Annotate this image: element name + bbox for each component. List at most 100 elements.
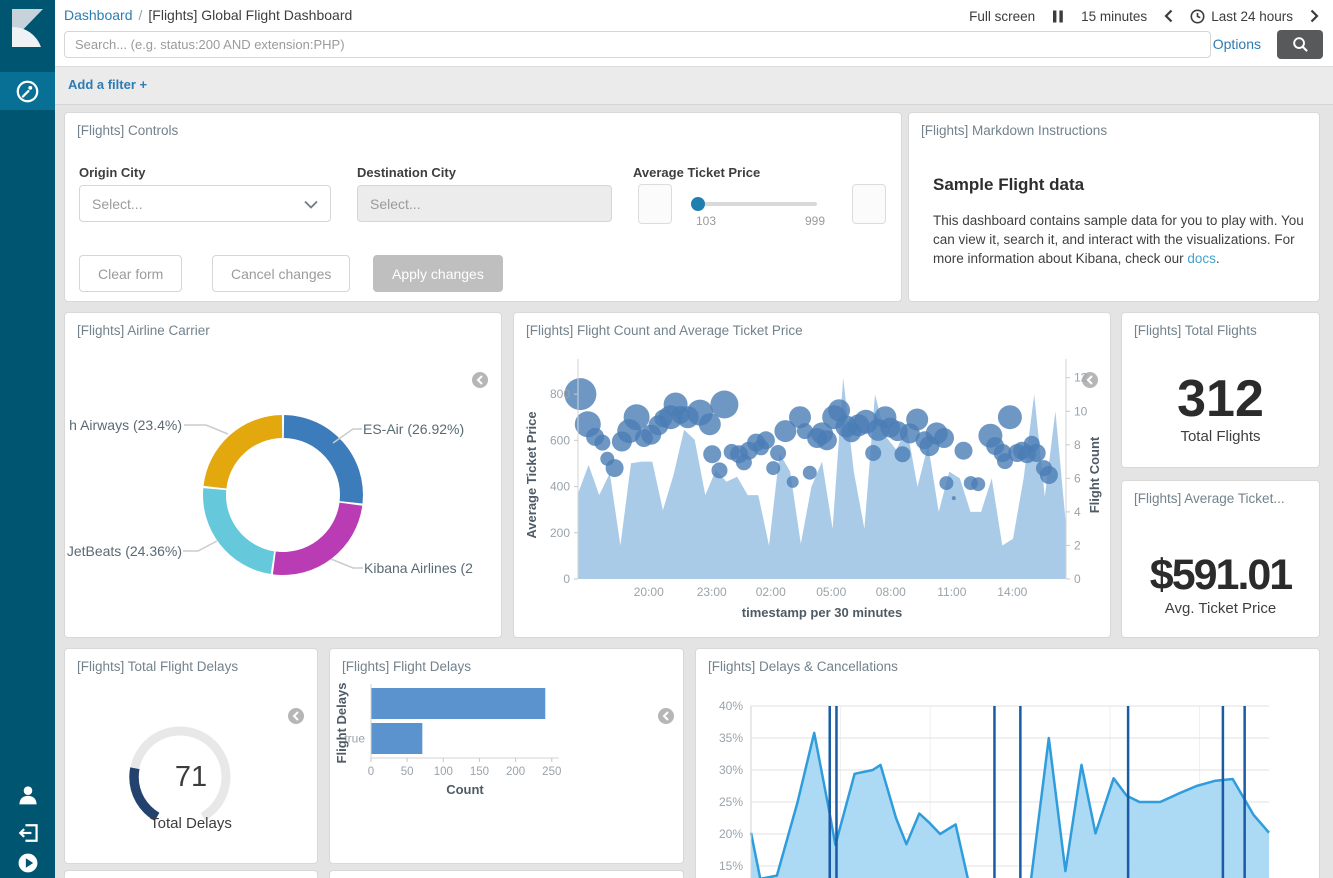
- svg-text:4: 4: [1074, 505, 1081, 519]
- add-filter-button[interactable]: Add a filter +: [68, 77, 148, 92]
- origin-city-label: Origin City: [79, 165, 146, 180]
- svg-text:Count: Count: [446, 782, 484, 797]
- price-slider-track[interactable]: [692, 202, 817, 206]
- panel-title: [Flights] Delays & Cancellations: [708, 659, 898, 674]
- panel-total-flights: [Flights] Total Flights 312 Total Flight…: [1121, 312, 1320, 468]
- legend-toggle-button[interactable]: [657, 707, 675, 725]
- markdown-heading: Sample Flight data: [933, 175, 1085, 194]
- destination-city-label: Destination City: [357, 165, 456, 180]
- panel-total-flight-delays: [Flights] Total Flight Delays 71 Total D…: [64, 648, 318, 864]
- cancel-changes-button[interactable]: Cancel changes: [212, 255, 351, 292]
- svg-text:2: 2: [1074, 538, 1081, 552]
- panel-airline-carrier: [Flights] Airline Carrier ES-Air (26.92%…: [64, 312, 502, 638]
- svg-text:20:00: 20:00: [634, 585, 664, 599]
- avg-ticket-price-label: Average Ticket Price: [633, 165, 761, 180]
- svg-text:40%: 40%: [719, 699, 743, 713]
- clear-form-button[interactable]: Clear form: [79, 255, 183, 292]
- chevron-left-icon: [1164, 9, 1173, 23]
- price-min-input[interactable]: [638, 184, 672, 224]
- gauge-value: 71: [174, 761, 208, 793]
- svg-text:150: 150: [470, 766, 489, 778]
- svg-text:14:00: 14:00: [997, 585, 1027, 599]
- fullscreen-button[interactable]: Full screen: [969, 8, 1036, 24]
- panel-delays-cancellations: [Flights] Delays & Cancellations 40% 35% 3…: [695, 648, 1320, 878]
- time-controls: Full screen 15 minutes Last 24 hours: [969, 5, 1319, 27]
- sidebar-item-logout[interactable]: [0, 816, 55, 850]
- price-slider-min: 103: [696, 214, 717, 228]
- breadcrumb-dashboard-link[interactable]: Dashboard: [64, 7, 133, 23]
- panel-title: [Flights] Markdown Instructions: [921, 123, 1108, 138]
- refresh-interval-button[interactable]: 15 minutes: [1081, 8, 1148, 24]
- svg-text:0: 0: [1074, 572, 1081, 586]
- svg-text:35%: 35%: [719, 731, 743, 745]
- apply-changes-button[interactable]: Apply changes: [373, 255, 503, 292]
- price-slider-max: 999: [805, 214, 826, 228]
- total-flights-value: 312: [1177, 370, 1264, 428]
- chevron-right-icon: [1310, 9, 1319, 23]
- svg-text:25%: 25%: [719, 795, 743, 809]
- panel-flight-delays: [Flights] Flight Delays true 0 50 100 150 200…: [329, 648, 684, 864]
- breadcrumb: Dashboard / [Flights] Global Flight Dashbo…: [64, 7, 352, 23]
- svg-text:timestamp per 30 minutes: timestamp per 30 minutes: [742, 605, 902, 620]
- svg-text:50: 50: [401, 766, 414, 778]
- markdown-text: This dashboard contains sample data for …: [933, 213, 1304, 266]
- chevron-down-icon: [304, 196, 318, 212]
- destination-city-select[interactable]: Select...: [357, 185, 612, 222]
- kibana-logo[interactable]: [0, 0, 55, 55]
- svg-text:true: true: [344, 732, 365, 746]
- search-button[interactable]: [1277, 30, 1323, 59]
- svg-text:400: 400: [550, 480, 570, 494]
- panel-title: [Flights] Airline Carrier: [77, 323, 210, 338]
- svg-text:23:00: 23:00: [697, 585, 727, 599]
- svg-text:200: 200: [506, 766, 525, 778]
- total-flights-label: Total Flights: [1180, 428, 1261, 445]
- svg-text:200: 200: [550, 526, 570, 540]
- svg-text:08:00: 08:00: [876, 585, 906, 599]
- app-sidebar: [0, 0, 55, 878]
- svg-text:30%: 30%: [719, 763, 743, 777]
- timeseries-area-chart[interactable]: 40% 35% 30% 25% 20% 15%: [696, 699, 1321, 878]
- svg-text:12: 12: [1074, 371, 1088, 385]
- page-title: [Flights] Global Flight Dashboard: [148, 7, 353, 23]
- svg-text:11:00: 11:00: [937, 585, 966, 599]
- avg-ticket-value: $591.01: [1149, 551, 1293, 599]
- legend-toggle-button[interactable]: [287, 707, 305, 725]
- time-range-button[interactable]: Last 24 hours: [1190, 9, 1293, 24]
- sidebar-item-expand-nav[interactable]: [0, 846, 55, 878]
- panel-partial-bottom-left: [64, 870, 318, 878]
- panel-title: [Flights] Controls: [77, 123, 179, 138]
- origin-city-select[interactable]: Select...: [79, 185, 331, 222]
- legend-toggle-button[interactable]: [471, 371, 489, 389]
- pause-refresh-button[interactable]: [1052, 10, 1064, 23]
- donut-label-es-air[interactable]: ES-Air (26.92%): [363, 421, 465, 437]
- logout-icon: [18, 824, 38, 842]
- svg-text:15%: 15%: [719, 859, 743, 873]
- svg-text:0: 0: [563, 572, 570, 586]
- panel-flight-count-price: [Flights] Flight Count and Average Ticke…: [513, 312, 1111, 638]
- horizontal-bar-chart[interactable]: true 0 50 100 150 200 250 Count Flight Delays: [330, 649, 685, 865]
- search-options-link[interactable]: Options: [1212, 36, 1261, 52]
- markdown-body: This dashboard contains sample data for …: [933, 211, 1307, 268]
- bubble-area-chart[interactable]: 0 200 400 600 800 0 2 4 6 8 10 12 20:00 23:00 02:00 05:…: [514, 313, 1112, 639]
- svg-text:6: 6: [1074, 471, 1081, 485]
- svg-text:0: 0: [368, 766, 374, 778]
- legend-toggle-button[interactable]: [1081, 371, 1099, 389]
- price-max-input[interactable]: [852, 184, 886, 224]
- donut-label-h-airways[interactable]: h Airways (23.4%): [69, 417, 182, 433]
- time-back-button[interactable]: [1164, 9, 1173, 23]
- donut-label-jetbeats[interactable]: JetBeats (24.36%): [66, 543, 182, 559]
- donut-label-kibana-airlines[interactable]: Kibana Airlines (2: [364, 560, 473, 576]
- docs-link[interactable]: docs: [1187, 251, 1216, 266]
- panel-partial-bottom-right: [329, 870, 684, 878]
- svg-text:250: 250: [542, 766, 561, 778]
- sidebar-item-dashboard[interactable]: [0, 72, 55, 110]
- donut-chart[interactable]: [65, 313, 503, 639]
- time-forward-button[interactable]: [1310, 9, 1319, 23]
- price-slider-handle[interactable]: [691, 197, 705, 211]
- search-icon: [1292, 37, 1308, 52]
- panel-avg-ticket-price: [Flights] Average Ticket... $591.01 Avg.…: [1121, 480, 1320, 638]
- gauge-chart[interactable]: [120, 717, 240, 837]
- search-input[interactable]: [64, 31, 1211, 58]
- svg-text:10: 10: [1074, 404, 1088, 418]
- sidebar-item-user[interactable]: [0, 778, 55, 812]
